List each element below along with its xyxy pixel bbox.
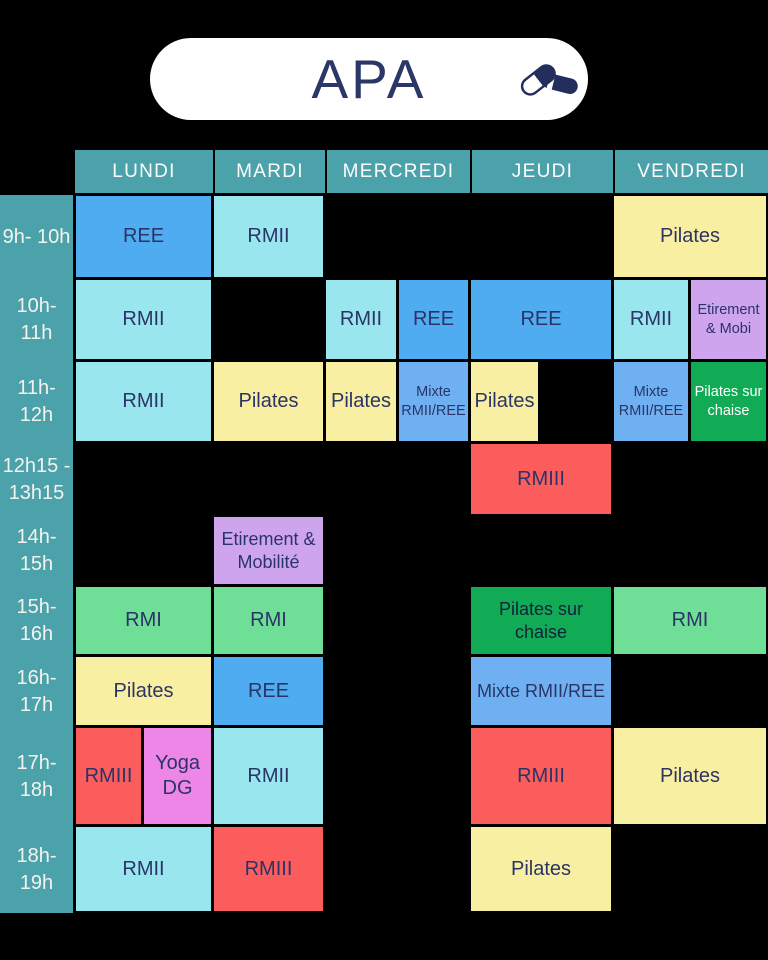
cell-ree: REE (214, 657, 323, 725)
cell-ree: REE (399, 280, 468, 359)
time-slot-label: 14h- 15h (16, 526, 57, 575)
time-slot-label: 12h15 - 13h15 (2, 454, 71, 504)
cell-pilates: Pilates (614, 728, 766, 824)
cell-yoga: Yoga DG (144, 728, 211, 824)
cell-ree: REE (471, 280, 611, 359)
title-pill: APA (150, 38, 588, 120)
cell-mixte: Mixte RMII/REE (399, 362, 468, 441)
cell-rmiii: RMIII (214, 827, 323, 911)
time-slot-label: 10h- 11h (16, 295, 57, 344)
cell-rmiii: RMIII (76, 728, 141, 824)
time-column: 9h- 10h 10h- 11h 11h- 12h 12h15 - 13h15 … (0, 195, 73, 913)
cell-pilates: Pilates (471, 827, 611, 911)
cell-rmii: RMII (76, 280, 211, 359)
day-header-mardi: MARDI (213, 150, 325, 193)
cell-rmiii: RMIII (471, 728, 611, 824)
cell-ree: REE (76, 196, 211, 277)
time-slot-label: 18h- 19h (16, 844, 57, 894)
pills-icon (520, 64, 578, 96)
cell-rmii: RMII (76, 362, 211, 441)
cell-pilates: Pilates (326, 362, 396, 441)
day-header-jeudi: JEUDI (470, 150, 613, 193)
cell-chaise: Pilates sur chaise (471, 587, 611, 654)
time-slot-label: 15h- 16h (16, 596, 57, 645)
cell-rmii: RMII (214, 728, 323, 824)
day-header-row: LUNDI MARDI MERCREDI JEUDI VENDREDI (75, 150, 768, 193)
cell-rmiii: RMIII (471, 444, 611, 514)
cell-etirement: Etirement & Mobi (691, 280, 766, 359)
cell-rmii: RMII (326, 280, 396, 359)
time-slot-label: 17h- 18h (16, 751, 57, 801)
cell-pilates: Pilates (471, 362, 538, 441)
cell-pilates: Pilates (76, 657, 211, 725)
cell-rmi: RMI (614, 587, 766, 654)
day-header-mercredi: MERCREDI (325, 150, 470, 193)
cell-mixte: Mixte RMII/REE (471, 657, 611, 725)
cell-pilates: Pilates (614, 196, 766, 277)
cell-rmi: RMI (76, 587, 211, 654)
time-slot-label: 11h- 12h (17, 377, 56, 426)
page-title: APA (311, 47, 427, 110)
cell-rmii: RMII (214, 196, 323, 277)
time-slot-label: 9h- 10h (2, 225, 71, 248)
cell-chaise: Pilates sur chaise (691, 362, 766, 441)
time-slot-label: 16h- 17h (16, 666, 57, 716)
day-header-vendredi: VENDREDI (613, 150, 768, 193)
cell-pilates: Pilates (214, 362, 323, 441)
cell-rmii: RMII (614, 280, 688, 359)
cell-rmi: RMI (214, 587, 323, 654)
cell-etirement: Etirement & Mobilité (214, 517, 323, 584)
day-header-lundi: LUNDI (112, 160, 176, 182)
cell-rmii: RMII (76, 827, 211, 911)
cell-mixte: Mixte RMII/REE (614, 362, 688, 441)
